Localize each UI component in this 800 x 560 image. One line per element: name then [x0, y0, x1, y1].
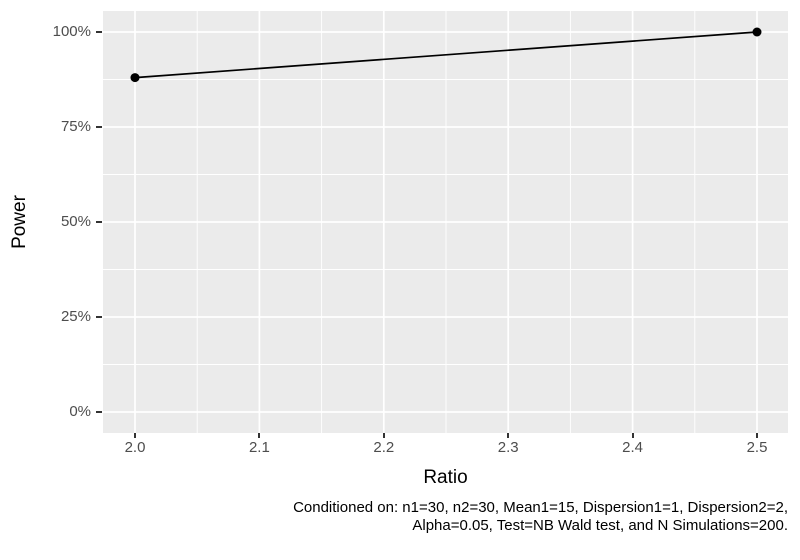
y-tick-mark — [96, 411, 102, 413]
x-axis-title: Ratio — [423, 467, 468, 488]
y-tick-label: 75% — [60, 118, 91, 135]
x-tick-label: 2.5 — [746, 439, 768, 456]
x-tick-mark — [631, 433, 634, 438]
x-tick-mark — [756, 433, 758, 438]
plot-caption: Conditioned on: n1=30, n2=30, Mean1=15, … — [293, 499, 788, 535]
x-tick-label: 2.2 — [373, 439, 395, 456]
y-tick-mark — [96, 221, 102, 223]
x-tick-mark — [382, 433, 385, 438]
x-tick-label: 2.1 — [248, 439, 270, 456]
chart-canvas — [103, 11, 788, 433]
y-tick-label: 100% — [52, 23, 91, 40]
plot-panel — [103, 11, 788, 433]
x-tick-mark — [507, 433, 510, 438]
data-point — [752, 27, 762, 37]
y-tick-mark — [96, 31, 102, 33]
x-tick-mark — [258, 433, 261, 438]
series-line — [134, 31, 758, 79]
y-axis-title: Power — [9, 195, 30, 249]
y-tick-label: 25% — [60, 308, 91, 325]
data-point — [130, 73, 140, 83]
x-tick-label: 2.4 — [622, 439, 644, 456]
x-tick-label: 2.0 — [124, 439, 146, 456]
y-tick-mark — [96, 126, 102, 128]
y-tick-label: 50% — [60, 213, 91, 230]
caption-line-1: Conditioned on: n1=30, n2=30, Mean1=15, … — [293, 499, 788, 516]
y-tick-mark — [96, 316, 102, 318]
x-tick-label: 2.3 — [497, 439, 519, 456]
y-tick-label: 0% — [69, 403, 91, 420]
x-tick-mark — [134, 433, 136, 438]
caption-line-2: Alpha=0.05, Test=NB Wald test, and N Sim… — [412, 517, 788, 534]
